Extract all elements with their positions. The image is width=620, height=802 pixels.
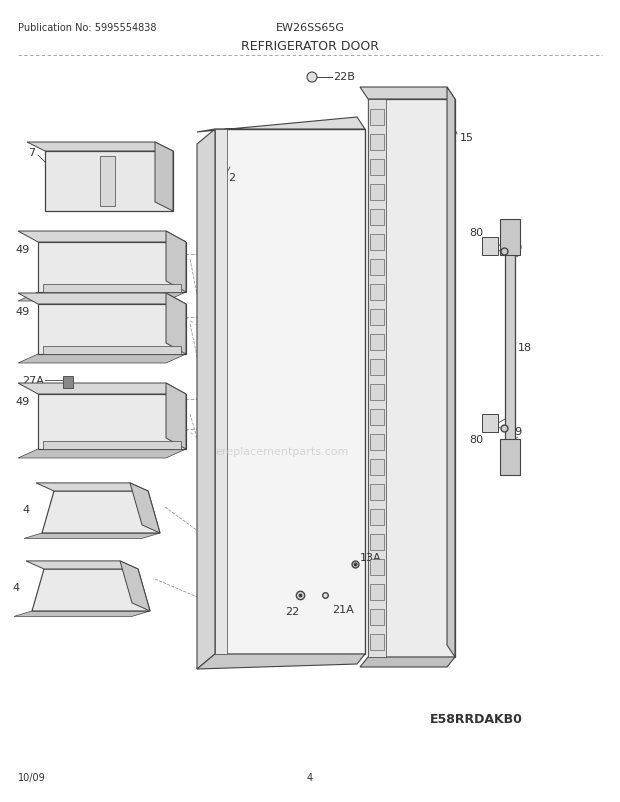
Polygon shape xyxy=(482,415,498,432)
Text: E58RRDAKB0: E58RRDAKB0 xyxy=(430,713,523,726)
Polygon shape xyxy=(215,130,365,654)
Polygon shape xyxy=(45,152,173,212)
Text: 7: 7 xyxy=(28,148,35,158)
Polygon shape xyxy=(38,305,186,354)
Polygon shape xyxy=(197,130,215,669)
Polygon shape xyxy=(447,88,455,657)
Text: 49: 49 xyxy=(16,396,30,407)
Polygon shape xyxy=(14,611,150,617)
Text: 21A: 21A xyxy=(332,604,354,614)
Polygon shape xyxy=(370,359,384,375)
Polygon shape xyxy=(197,118,365,133)
Polygon shape xyxy=(370,484,384,500)
Text: 4: 4 xyxy=(23,504,30,514)
Polygon shape xyxy=(370,534,384,550)
Circle shape xyxy=(307,73,317,83)
Polygon shape xyxy=(215,130,227,654)
Text: 49: 49 xyxy=(16,245,30,255)
Polygon shape xyxy=(38,395,186,449)
Text: 15: 15 xyxy=(460,133,474,143)
Polygon shape xyxy=(18,232,186,243)
Polygon shape xyxy=(36,484,148,492)
Polygon shape xyxy=(18,293,186,302)
Text: 22: 22 xyxy=(285,606,299,616)
Text: 80: 80 xyxy=(469,435,483,444)
Polygon shape xyxy=(368,100,386,657)
Text: 79: 79 xyxy=(508,427,522,436)
Text: ereplacementparts.com: ereplacementparts.com xyxy=(215,447,348,456)
Polygon shape xyxy=(130,484,160,533)
Polygon shape xyxy=(370,509,384,525)
Text: 49: 49 xyxy=(16,306,30,317)
Polygon shape xyxy=(18,383,186,395)
Polygon shape xyxy=(166,294,186,354)
Polygon shape xyxy=(32,569,150,611)
Text: 4: 4 xyxy=(13,582,20,592)
Polygon shape xyxy=(360,657,455,667)
Polygon shape xyxy=(368,100,455,657)
Text: 2: 2 xyxy=(228,172,235,183)
Polygon shape xyxy=(370,334,384,350)
Polygon shape xyxy=(482,237,498,256)
Polygon shape xyxy=(18,354,186,363)
Polygon shape xyxy=(166,383,186,449)
Polygon shape xyxy=(370,110,384,126)
Polygon shape xyxy=(24,533,160,539)
Polygon shape xyxy=(43,346,181,354)
Polygon shape xyxy=(27,143,173,152)
Polygon shape xyxy=(43,285,181,293)
Text: 13A: 13A xyxy=(360,553,382,562)
Polygon shape xyxy=(370,235,384,251)
Polygon shape xyxy=(370,210,384,225)
Polygon shape xyxy=(38,243,186,293)
Polygon shape xyxy=(26,561,138,569)
Polygon shape xyxy=(370,310,384,326)
Polygon shape xyxy=(43,441,181,449)
Text: EW26SS65G: EW26SS65G xyxy=(275,23,345,33)
Polygon shape xyxy=(500,220,520,256)
Polygon shape xyxy=(100,157,115,207)
Polygon shape xyxy=(370,135,384,151)
Polygon shape xyxy=(370,610,384,626)
Polygon shape xyxy=(370,585,384,600)
Polygon shape xyxy=(360,88,455,100)
Polygon shape xyxy=(370,160,384,176)
Polygon shape xyxy=(370,285,384,301)
Text: Publication No: 5995554838: Publication No: 5995554838 xyxy=(18,23,156,33)
Polygon shape xyxy=(370,184,384,200)
Polygon shape xyxy=(370,559,384,575)
Polygon shape xyxy=(42,492,160,533)
Polygon shape xyxy=(197,654,365,669)
Polygon shape xyxy=(370,460,384,476)
Polygon shape xyxy=(370,410,384,426)
Polygon shape xyxy=(500,439,520,476)
Polygon shape xyxy=(155,143,173,212)
Text: 4: 4 xyxy=(307,772,313,782)
Text: 79: 79 xyxy=(508,243,522,253)
Polygon shape xyxy=(505,249,515,445)
Text: 10/09: 10/09 xyxy=(18,772,46,782)
Polygon shape xyxy=(18,449,186,459)
Text: 22B: 22B xyxy=(333,72,355,82)
Polygon shape xyxy=(166,232,186,293)
Polygon shape xyxy=(370,435,384,451)
Text: 27A: 27A xyxy=(22,375,44,386)
Polygon shape xyxy=(63,376,73,388)
Text: 18: 18 xyxy=(518,342,532,353)
Polygon shape xyxy=(370,260,384,276)
Text: 80: 80 xyxy=(469,228,483,237)
Polygon shape xyxy=(18,294,186,305)
Text: REFRIGERATOR DOOR: REFRIGERATOR DOOR xyxy=(241,39,379,52)
Polygon shape xyxy=(370,384,384,400)
Polygon shape xyxy=(120,561,150,611)
Polygon shape xyxy=(370,634,384,650)
